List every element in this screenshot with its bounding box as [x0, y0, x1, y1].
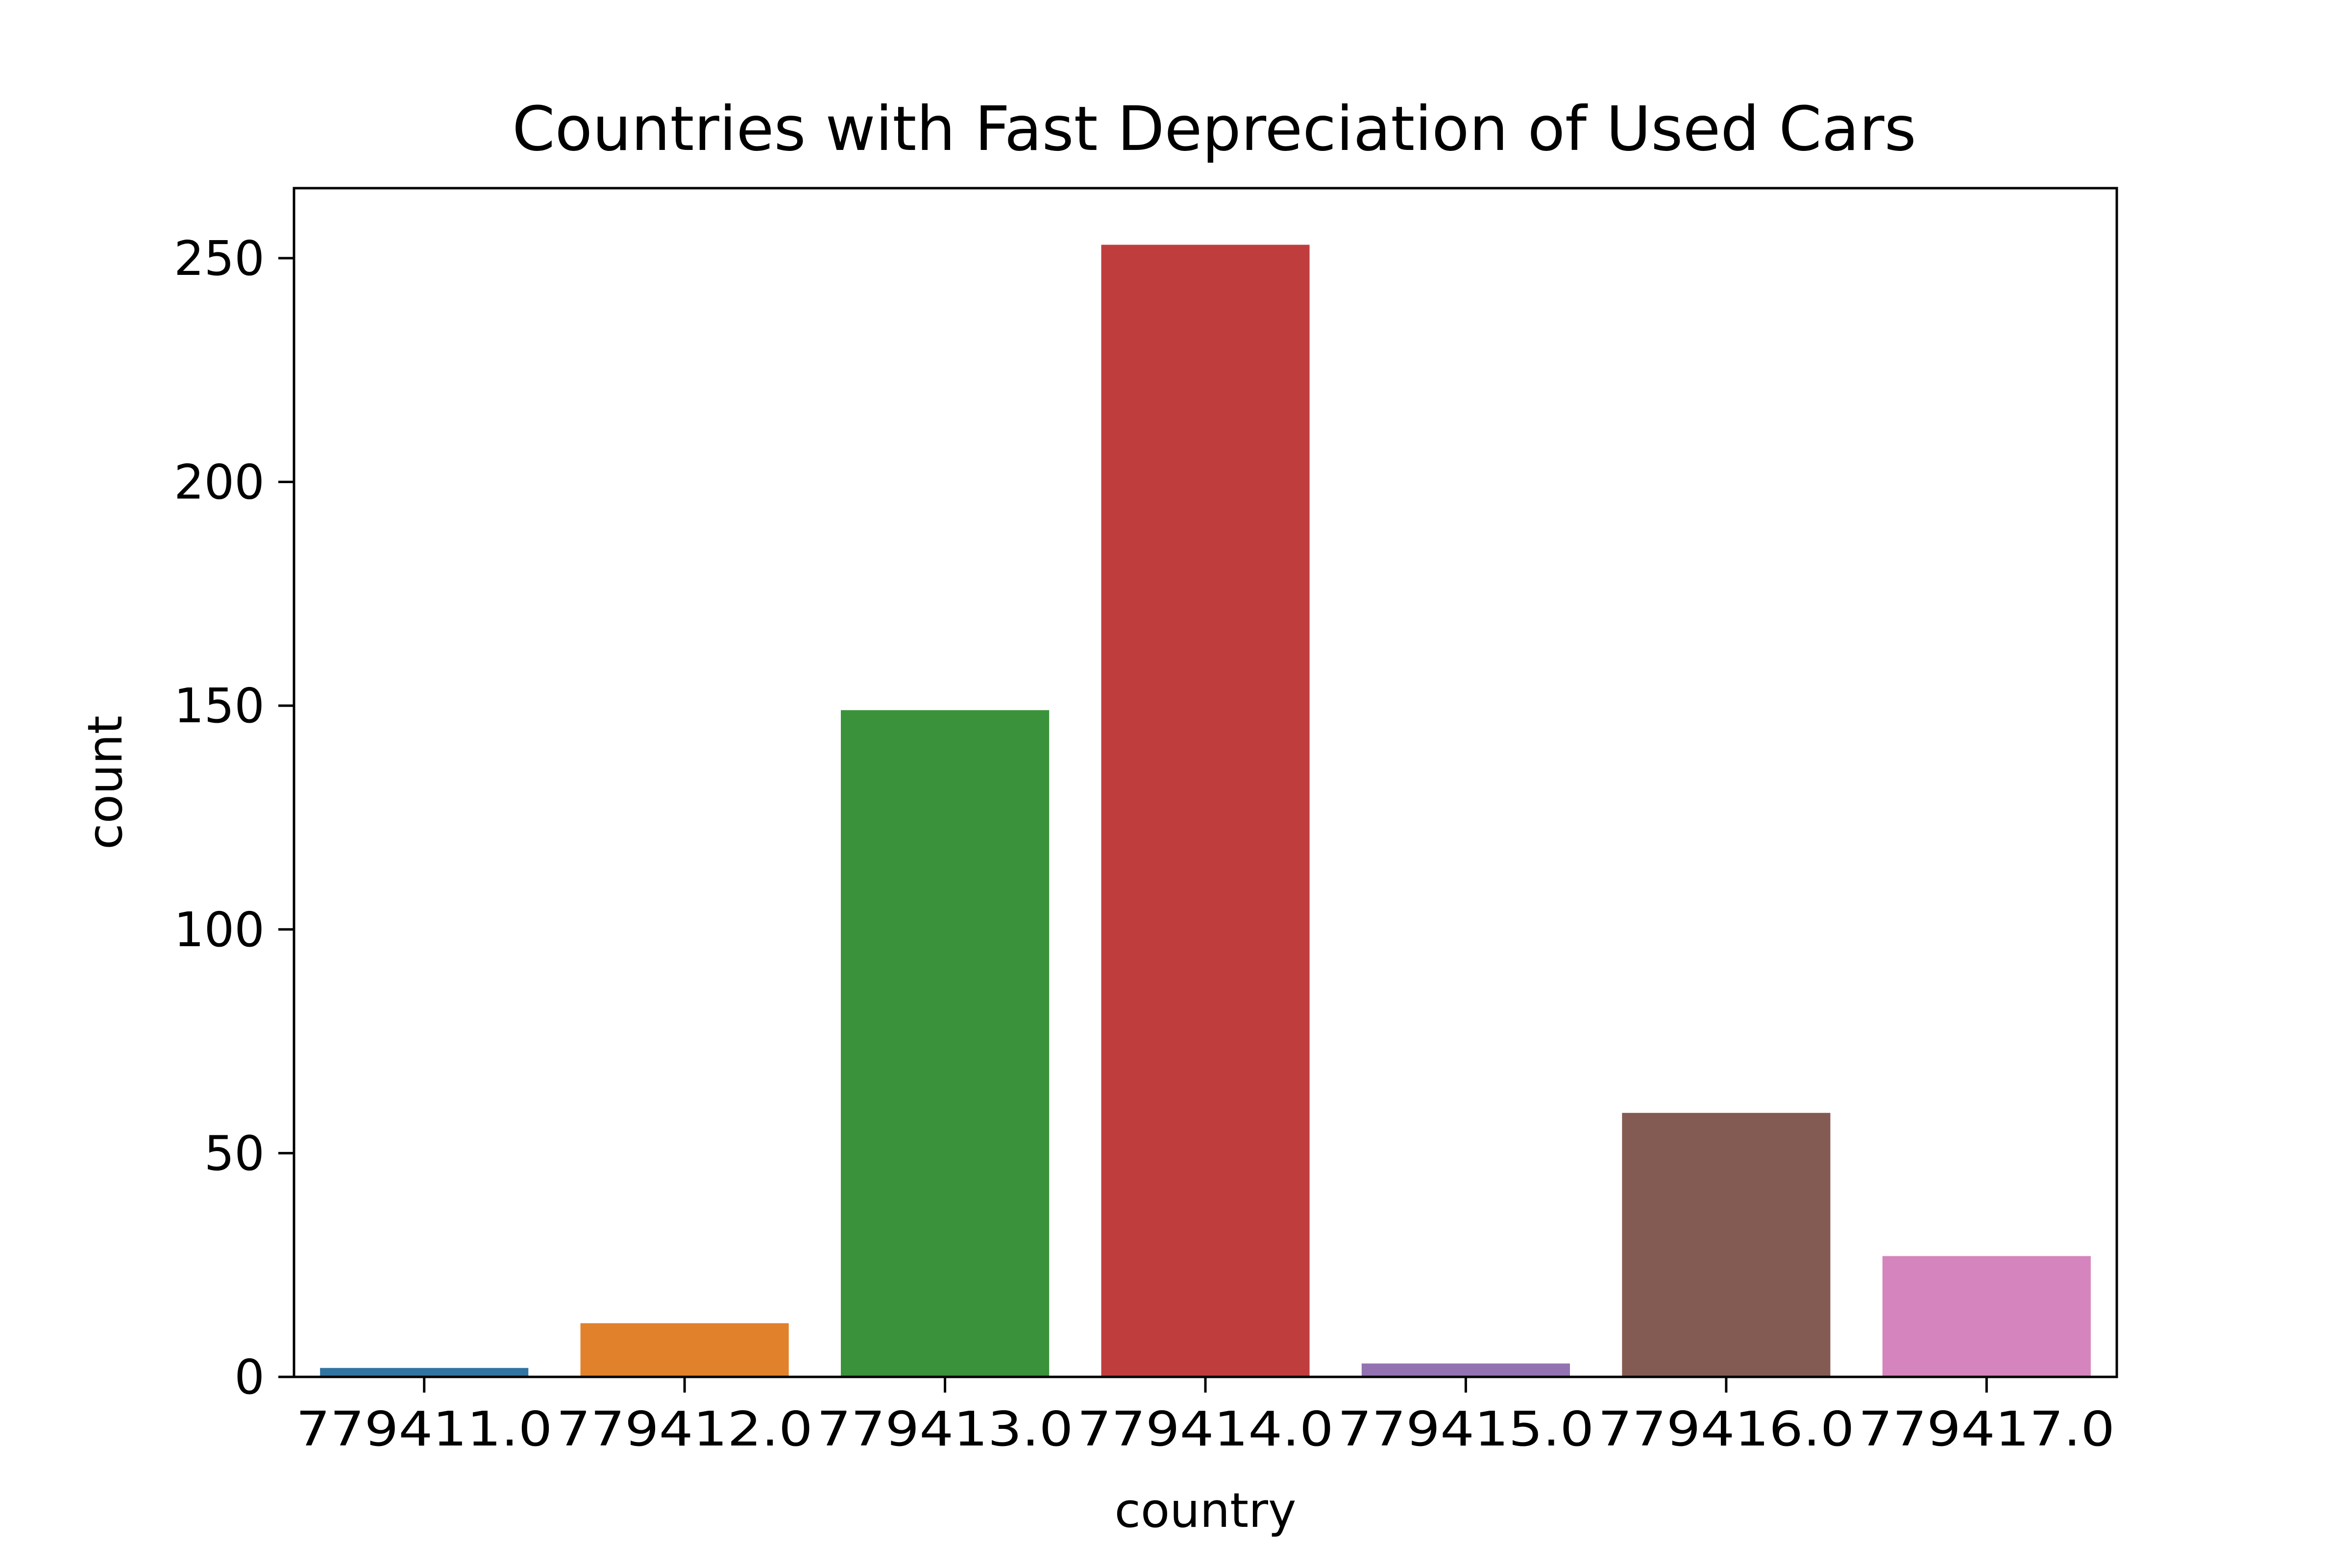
plot-frame: [293, 187, 2118, 1378]
y-tick-label: 0: [234, 1349, 265, 1405]
x-tick-label: 779413.0: [817, 1401, 1073, 1457]
x-tick-label: 779412.0: [556, 1401, 812, 1457]
x-tick-label: 779414.0: [1077, 1401, 1333, 1457]
x-tick-label: 779417.0: [1859, 1401, 2115, 1457]
y-axis-label: count: [77, 715, 133, 850]
x-tick-label: 779416.0: [1598, 1401, 1854, 1457]
x-tick-label: 779411.0: [296, 1401, 552, 1457]
bar-779411.0: [320, 1368, 529, 1377]
x-axis: 779411.0 779412.0 779413.0 779414.0 779415.0…: [296, 1377, 2115, 1457]
x-tick-label: 779415.0: [1338, 1401, 1594, 1457]
chart-title: Countries with Fast Depreciation of Used…: [512, 94, 1916, 165]
y-tick-label: 100: [174, 902, 265, 957]
bar-779412.0: [580, 1323, 789, 1377]
x-axis-label: country: [1115, 1483, 1297, 1538]
y-tick-label: 50: [204, 1126, 265, 1181]
bar-779414.0: [1101, 245, 1310, 1377]
bar-779417.0: [1882, 1256, 2091, 1377]
bar-779416.0: [1622, 1113, 1831, 1377]
bars-layer: [320, 245, 2091, 1377]
y-tick-label: 150: [174, 678, 265, 734]
bar-779413.0: [841, 710, 1050, 1377]
y-axis: 0 50 100 150 200 250: [174, 231, 294, 1405]
y-tick-label: 200: [174, 455, 265, 510]
y-tick-label: 250: [174, 231, 265, 286]
bar-779415.0: [1361, 1363, 1570, 1377]
